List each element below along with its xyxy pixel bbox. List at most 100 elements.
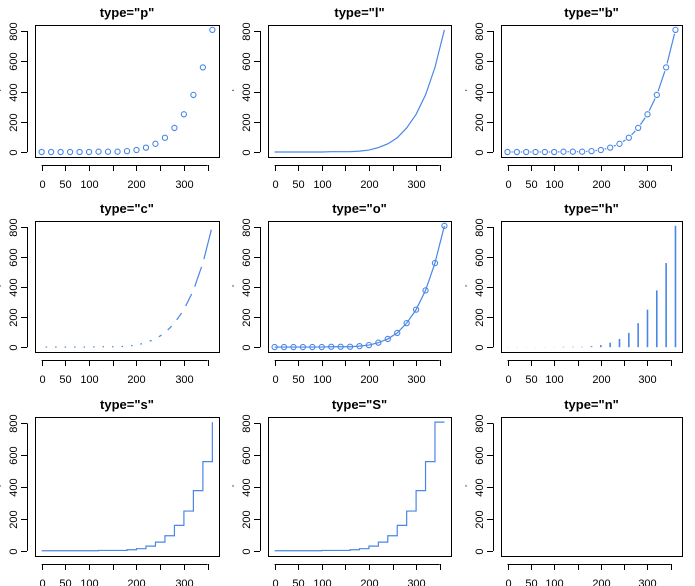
panel-p: type="p" 0 50 100 200 300 0 200 400 600 800. xyxy=(0,5,220,191)
y-tick-label: 600 xyxy=(474,446,486,464)
y-tick-label: 800 xyxy=(8,218,20,236)
plot-frame xyxy=(35,417,220,557)
data-point xyxy=(47,148,55,156)
x-tick-label: 50 xyxy=(59,374,71,386)
y-tick-label: 400 xyxy=(241,278,253,296)
x-tick-label: 50 xyxy=(59,578,71,586)
y-tick-label: 400 xyxy=(474,278,486,296)
y-tick-label: 800 xyxy=(241,218,253,236)
data-point xyxy=(431,259,439,267)
x-tick-label: 100 xyxy=(313,179,331,191)
data-point xyxy=(588,147,595,155)
x-tick-label: 300 xyxy=(407,179,425,191)
y-tick-label: 200 xyxy=(8,113,20,131)
x-tick-label: 50 xyxy=(292,374,304,386)
y-tick-label: 800 xyxy=(241,414,253,432)
series-segment xyxy=(149,339,152,342)
x-tick-label: 50 xyxy=(525,374,537,386)
x-tick-label: 300 xyxy=(175,374,193,386)
x-tick-label: 50 xyxy=(292,578,304,586)
x-tick-label: 200 xyxy=(127,179,145,191)
y-tick-label: 400 xyxy=(8,83,20,101)
x-tick-label: 300 xyxy=(638,374,656,386)
x-tick-label: 50 xyxy=(525,179,537,191)
data-point xyxy=(271,343,278,351)
data-point xyxy=(346,343,354,350)
panel-c: type="c" 0 50 100 200 300 0 200 400 600 800. xyxy=(0,201,220,386)
y-tick-label: 200 xyxy=(474,308,486,326)
data-point xyxy=(513,148,521,156)
y-tick-label: 400 xyxy=(474,478,486,496)
y-tick-label: 800 xyxy=(241,22,253,40)
y-tick-label: 200 xyxy=(241,308,253,326)
y-axis-label: . xyxy=(0,82,2,94)
data-point xyxy=(328,343,335,350)
data-point xyxy=(616,140,623,147)
x-tick-label: 200 xyxy=(360,578,378,586)
panel-title: type="h" xyxy=(564,201,619,216)
data-point xyxy=(441,222,448,229)
data-point xyxy=(403,320,410,327)
y-tick-label: 200 xyxy=(474,113,486,131)
data-series xyxy=(274,421,445,552)
series-segment xyxy=(185,293,193,307)
y-tick-label: 600 xyxy=(474,52,486,70)
data-point xyxy=(199,64,207,71)
x-tick-label: 300 xyxy=(638,578,656,586)
series-segment xyxy=(631,130,636,136)
data-point xyxy=(375,339,382,346)
plot-frame xyxy=(35,221,220,353)
data-point xyxy=(672,26,679,33)
data-point xyxy=(560,148,567,155)
x-tick-label: 200 xyxy=(127,578,145,586)
panel-title: type="b" xyxy=(564,5,619,20)
x-tick-label: 0 xyxy=(505,374,511,386)
data-point xyxy=(309,343,316,351)
y-tick-label: 200 xyxy=(474,510,486,528)
y-tick-label: 800 xyxy=(474,218,486,236)
y-tick-label: 600 xyxy=(8,446,20,464)
data-point xyxy=(356,342,363,350)
y-tick-label: 0 xyxy=(8,344,20,350)
data-point xyxy=(541,148,549,156)
data-point xyxy=(85,148,93,156)
x-tick-label: 50 xyxy=(525,578,537,586)
y-tick-label: 0 xyxy=(8,548,20,554)
panel-title: type="c" xyxy=(100,201,154,216)
y-tick-label: 800 xyxy=(474,22,486,40)
x-tick-label: 100 xyxy=(80,179,98,191)
data-point xyxy=(523,148,530,156)
plot-frame xyxy=(35,25,220,158)
y-tick-label: 600 xyxy=(241,52,253,70)
y-tick-label: 600 xyxy=(241,248,253,266)
data-point xyxy=(133,146,140,154)
x-tick-label: 0 xyxy=(272,578,278,586)
data-point xyxy=(190,91,197,99)
y-axis-label: . xyxy=(231,82,234,94)
series-segment xyxy=(622,139,626,143)
y-tick-label: 600 xyxy=(8,248,20,266)
x-tick-label: 0 xyxy=(39,179,45,191)
data-point xyxy=(337,343,344,350)
series-segment xyxy=(666,33,676,64)
series-line xyxy=(274,29,445,153)
data-point xyxy=(662,64,670,71)
data-point xyxy=(280,343,288,351)
data-point xyxy=(597,146,604,154)
x-tick-label: 0 xyxy=(272,374,278,386)
plot-frame xyxy=(268,221,452,353)
data-point xyxy=(57,148,64,156)
data-point xyxy=(412,306,420,313)
data-point xyxy=(551,148,558,156)
data-point xyxy=(104,148,112,155)
x-tick-label: 200 xyxy=(592,179,610,191)
y-tick-label: 0 xyxy=(474,548,486,554)
panel-title: type="S" xyxy=(332,397,387,412)
panel-title: type="n" xyxy=(564,397,619,412)
y-tick-label: 0 xyxy=(241,344,253,350)
panel-s: type="s" 0 50 100 200 300 0 200 400 600 800. xyxy=(0,397,220,586)
y-tick-label: 600 xyxy=(8,52,20,70)
y-tick-label: 0 xyxy=(474,149,486,155)
data-point xyxy=(422,287,429,294)
data-point xyxy=(532,148,539,156)
